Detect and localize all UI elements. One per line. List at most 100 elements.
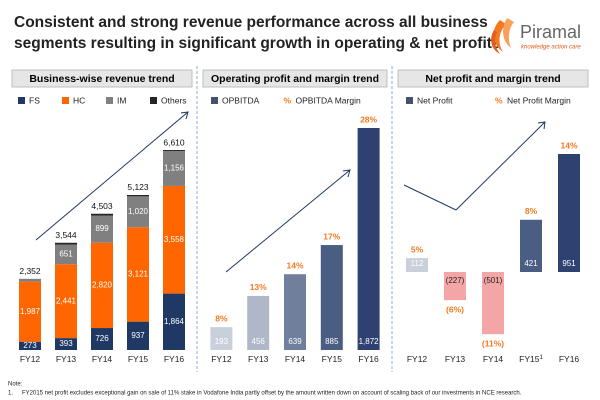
bar-segment	[19, 278, 41, 282]
bar-segment	[127, 227, 149, 322]
value-label: 393	[59, 339, 73, 348]
legend-swatch	[106, 97, 113, 104]
x-tick-label: FY15	[128, 354, 149, 364]
value-label: 937	[131, 331, 145, 340]
value-label: 951	[562, 259, 576, 268]
bar-segment	[91, 328, 113, 350]
trend-arrow	[35, 111, 546, 273]
x-tick-label: FY14	[483, 354, 504, 364]
value-label: 1,020	[128, 207, 149, 216]
category: FY14	[285, 354, 306, 364]
bar-segment	[163, 293, 185, 350]
x-tick-label: FY16	[164, 354, 185, 364]
bar-segment	[163, 185, 185, 294]
margin-label: (6%)	[446, 304, 464, 314]
bar-segment	[91, 242, 113, 329]
margin-label: 14%	[560, 140, 577, 150]
logo-icon	[491, 18, 514, 54]
bar-segment	[19, 281, 41, 342]
value-label: 1,872	[359, 337, 380, 346]
value-label: (501)	[484, 276, 503, 285]
category: FY16	[164, 354, 185, 364]
legend-label: Net Profit Margin	[507, 95, 571, 105]
category: FY15	[128, 354, 149, 364]
x-tick-label: FY16	[559, 354, 580, 364]
total-label: 5,123	[127, 182, 149, 192]
bar-segment	[127, 194, 149, 197]
bar-segment	[19, 341, 41, 350]
value-label: 1,156	[164, 164, 185, 173]
legend-label: FS	[29, 95, 40, 105]
category: FY16	[358, 354, 379, 364]
margin-label: 8%	[215, 313, 228, 323]
value-label: 1,987	[20, 307, 41, 316]
x-tick-label: FY13	[248, 354, 269, 364]
bar	[284, 274, 306, 350]
value-label: 639	[288, 337, 302, 346]
margin-label: (11%)	[482, 338, 504, 348]
bar-segment	[127, 321, 149, 350]
total-label: 3,544	[55, 230, 77, 240]
panel-title-box	[11, 69, 193, 88]
panel-title-box	[397, 69, 589, 88]
legend-swatch	[406, 97, 413, 104]
margin-label: 28%	[360, 114, 377, 124]
bar	[210, 327, 233, 350]
category: FY14	[483, 354, 504, 364]
margin-label: 5%	[411, 244, 424, 254]
bar	[482, 272, 504, 335]
bar	[357, 128, 380, 350]
margin-label: 14%	[286, 260, 303, 270]
x-tick-label: FY14	[92, 354, 113, 364]
note-heading: Note:	[8, 382, 23, 388]
legend-symbol: %	[284, 95, 292, 105]
category: FY12	[20, 354, 41, 364]
margin-label: 8%	[525, 206, 538, 216]
bar	[320, 245, 343, 350]
x-tick-label: FY12	[20, 354, 41, 364]
x-tick-label: FY16	[358, 354, 379, 364]
x-tick-label: FY12	[407, 354, 428, 364]
footnote-ref: 1	[539, 355, 543, 361]
x-tick-label: FY13	[56, 354, 77, 364]
total-label: 6,610	[163, 137, 185, 147]
legend-label: Net Profit	[417, 95, 453, 105]
value-label: 193	[215, 337, 229, 346]
x-tick-label: FY12	[211, 354, 232, 364]
value-label: 112	[411, 259, 424, 268]
bar-segment	[55, 264, 77, 339]
bar	[444, 272, 466, 301]
margin-label: 17%	[323, 231, 340, 241]
legend-label: OPBITDA	[222, 95, 260, 105]
panel-title: Business-wise revenue trend	[29, 73, 174, 85]
logo-text: Piramal	[520, 22, 581, 42]
category: FY13	[248, 354, 269, 364]
category: FY12	[211, 354, 232, 364]
legend-label: HC	[73, 95, 85, 105]
x-tick-label: FY15	[322, 354, 343, 364]
note-number: 1.	[8, 391, 13, 397]
category: FY15	[519, 354, 540, 364]
value-label: 2,441	[56, 296, 77, 305]
value-label: 651	[59, 250, 73, 259]
legend-swatch	[62, 97, 69, 104]
legend-swatch	[211, 97, 218, 104]
note-text: FY2015 net profit excludes exceptional g…	[22, 391, 522, 397]
value-label: 885	[325, 337, 339, 346]
value-label: 456	[252, 337, 266, 346]
bar-segment	[127, 196, 149, 228]
bar-segment	[91, 215, 113, 243]
value-label: 726	[95, 334, 109, 343]
value-label: 3,558	[164, 235, 185, 244]
panel-title: Operating profit and margin trend	[211, 73, 379, 85]
bar-segment	[163, 150, 185, 186]
legend-swatch	[18, 97, 25, 104]
panel-title-box	[202, 69, 388, 88]
category: FY12	[407, 354, 428, 364]
value-label: 421	[524, 259, 538, 268]
category: FY16	[559, 354, 580, 364]
total-label: 2,352	[19, 266, 41, 276]
slide-title-line: segments resulting in significant growth…	[14, 35, 501, 52]
value-label: 273	[23, 341, 37, 350]
value-label: (227)	[446, 276, 465, 285]
